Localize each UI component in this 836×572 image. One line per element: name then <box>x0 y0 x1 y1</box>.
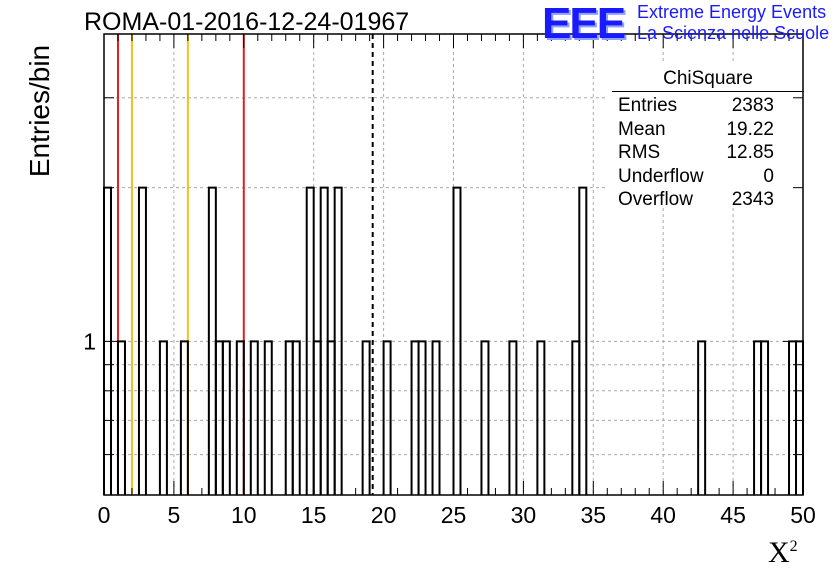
histogram-bin <box>249 340 259 495</box>
x-tick-label: 15 <box>301 502 327 528</box>
histogram-bin <box>137 186 147 495</box>
stats-row-overflow: Overflow 2343 <box>618 189 774 210</box>
x-tick-label: 35 <box>581 502 607 528</box>
histogram-bin <box>235 340 245 495</box>
histogram-bin <box>291 340 301 495</box>
x-axis-label: X2 <box>768 536 798 569</box>
stats-row-mean: Mean 19.22 <box>618 118 774 140</box>
y-axis-label: Entries/bin <box>24 44 55 178</box>
x-tick-label: 25 <box>441 502 467 528</box>
plot-title: ROMA-01-2016-12-24-01967 <box>84 8 410 36</box>
x-tick-label: 40 <box>650 502 676 528</box>
histogram-bin <box>536 340 546 495</box>
x-tick-label: 50 <box>790 502 816 528</box>
logo-line-2: La Scienza nelle Scuole <box>637 23 830 43</box>
x-tick-label: 20 <box>371 502 397 528</box>
logo-line-1: Extreme Energy Events <box>637 2 827 22</box>
histogram-bin <box>578 186 588 495</box>
histogram-bin <box>158 340 168 495</box>
histogram-bin <box>760 340 770 495</box>
stats-row-rms: RMS 12.85 <box>618 142 774 163</box>
histogram-bin <box>480 340 490 495</box>
x-tick-label: 5 <box>168 502 181 528</box>
histogram-bin <box>361 340 371 495</box>
histogram-bin <box>452 186 462 495</box>
histogram-bin <box>382 340 392 495</box>
x-tick-label: 0 <box>98 502 111 528</box>
stats-row-underflow: Underflow 0 <box>618 165 774 187</box>
stats-box: ChiSquare Entries 2383 Mean 19.22 RMS 12.85… <box>612 68 804 212</box>
histogram-bin <box>333 186 343 495</box>
x-tick-label: 10 <box>231 502 257 528</box>
stats-title: ChiSquare <box>612 68 804 92</box>
histogram-bin <box>221 340 231 495</box>
histogram-bin <box>508 340 518 495</box>
histogram-bin <box>263 340 273 495</box>
y-tick-label: 1 <box>83 328 96 354</box>
stats-box-background <box>608 64 804 206</box>
eee-logo: EEE <box>542 0 626 48</box>
x-tick-label: 45 <box>720 502 746 528</box>
x-tick-label: 30 <box>511 502 537 528</box>
histogram-bin <box>417 340 427 495</box>
histogram-bin <box>179 340 189 495</box>
histogram-bin <box>431 340 441 495</box>
histogram-bin <box>697 340 707 495</box>
stats-row-entries: Entries 2383 <box>618 95 774 116</box>
